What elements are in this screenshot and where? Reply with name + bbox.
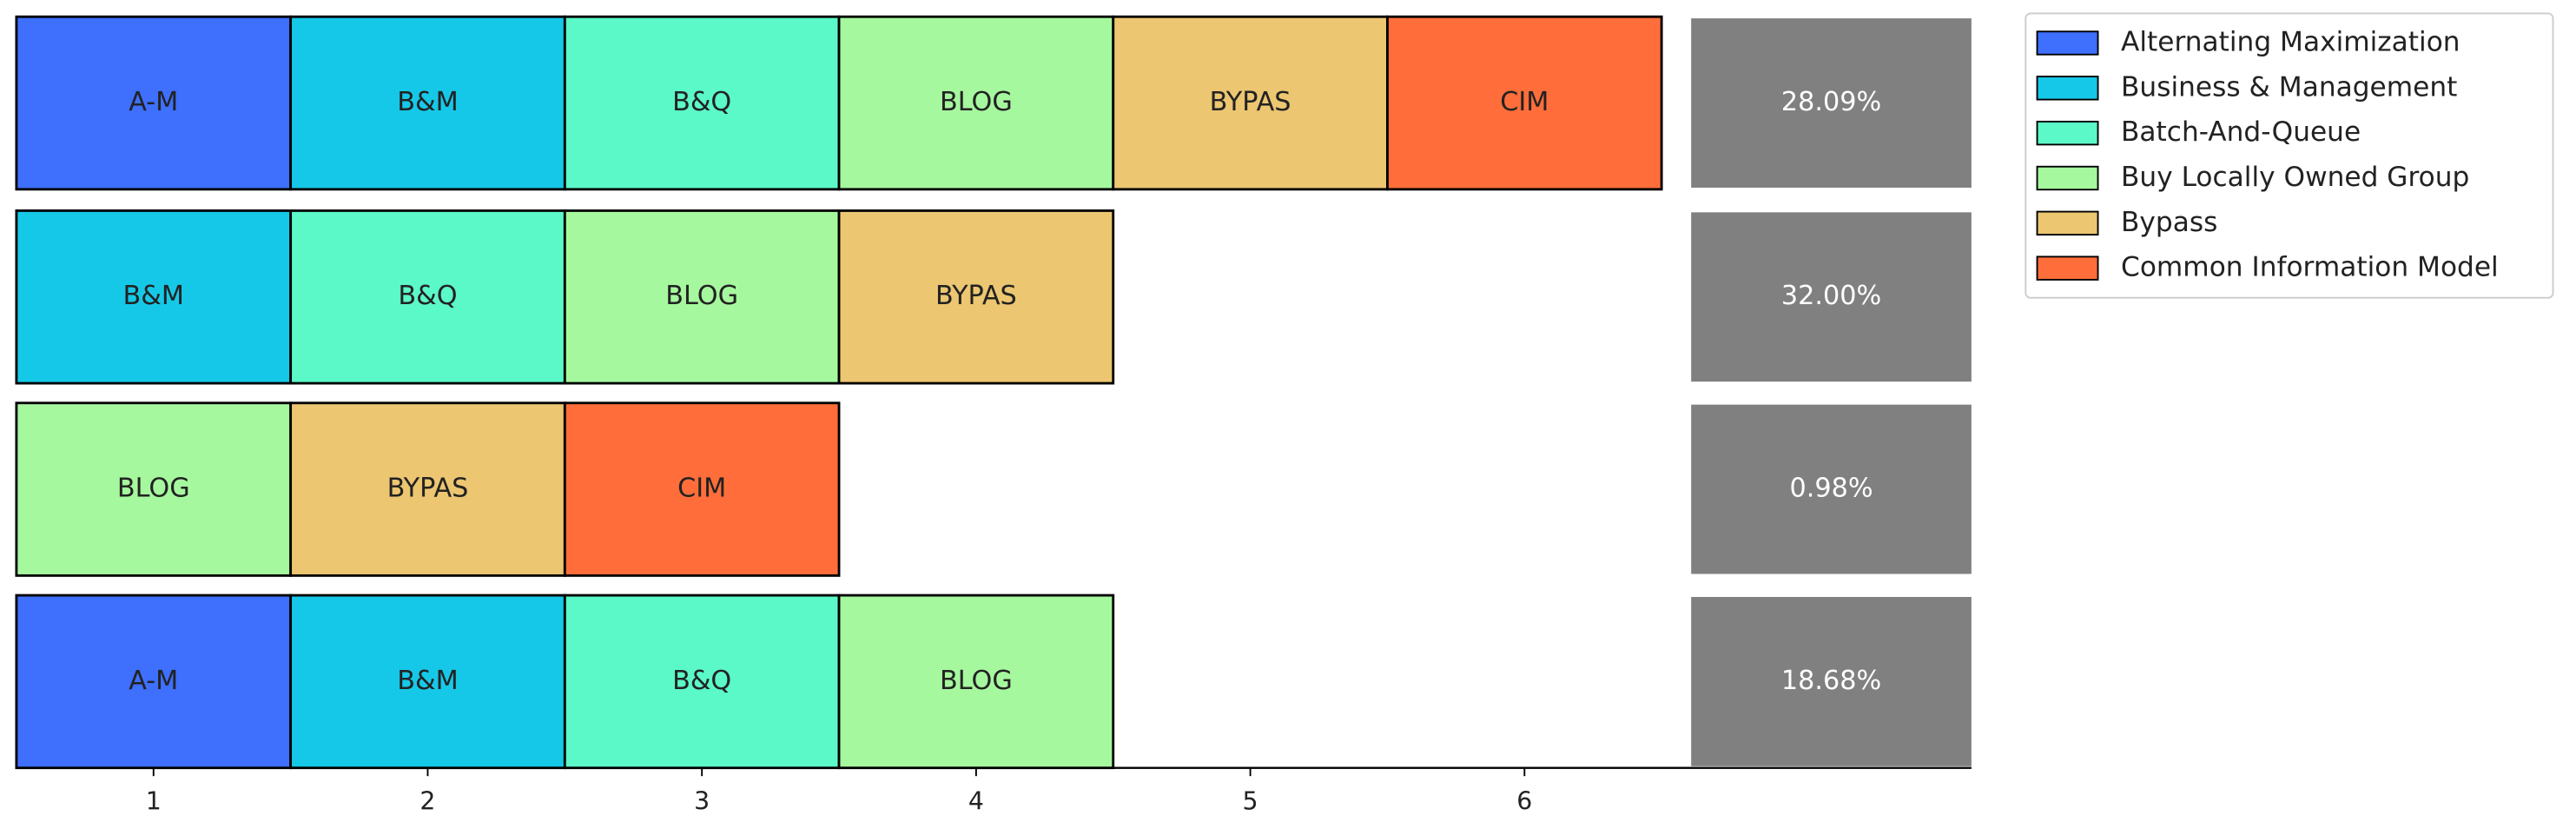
percentage-box xyxy=(1691,18,1972,188)
tile-label: BLOG xyxy=(665,281,738,311)
percentage-label: 0.98% xyxy=(1789,474,1873,504)
percentage-box xyxy=(1691,212,1972,382)
tile-label: B&M xyxy=(397,87,458,117)
tile-label: BYPAS xyxy=(1210,87,1291,117)
tile xyxy=(563,15,841,191)
tile-label: B&Q xyxy=(672,87,731,117)
tile-label: A-M xyxy=(129,666,178,696)
percentage-box xyxy=(1691,404,1972,574)
tile xyxy=(1386,15,1663,191)
legend-label: Buy Locally Owned Group xyxy=(2121,162,2469,193)
legend-swatch xyxy=(2036,210,2099,236)
legend-label: Batch-And-Queue xyxy=(2121,116,2361,148)
tile xyxy=(15,401,293,577)
tile-label: BLOG xyxy=(117,474,190,504)
percentage-box xyxy=(1691,596,1972,766)
tile-label: CIM xyxy=(1500,87,1549,117)
tile xyxy=(15,594,293,770)
tile-label: B&M xyxy=(397,666,458,696)
tile xyxy=(837,15,1115,191)
tile xyxy=(837,209,1115,385)
legend-label: Business & Management xyxy=(2121,71,2457,103)
tile xyxy=(289,15,566,191)
legend-swatch xyxy=(2036,30,2099,56)
tile-label: B&Q xyxy=(398,281,457,311)
tile xyxy=(15,209,293,385)
tile-label: BLOG xyxy=(940,87,1013,117)
x-tick-label: 3 xyxy=(694,786,710,815)
tile xyxy=(289,594,566,770)
tile xyxy=(1112,15,1389,191)
legend-label: Alternating Maximization xyxy=(2121,27,2460,58)
tile xyxy=(15,15,293,191)
tile-label: BYPAS xyxy=(935,281,1017,311)
x-tick-label: 1 xyxy=(146,786,162,815)
tile-label: BLOG xyxy=(940,666,1013,696)
tile-label: B&M xyxy=(123,281,184,311)
x-tick-label: 6 xyxy=(1516,786,1532,815)
x-tick-label: 5 xyxy=(1243,786,1258,815)
x-tick-label: 4 xyxy=(968,786,984,815)
tile-label: CIM xyxy=(677,474,726,504)
tile xyxy=(837,594,1115,770)
tile-label: BYPAS xyxy=(387,474,469,504)
tile-label: B&Q xyxy=(672,666,731,696)
legend-swatch xyxy=(2036,120,2099,146)
percentage-label: 28.09% xyxy=(1781,87,1881,117)
legend-swatch xyxy=(2036,255,2099,281)
tile xyxy=(289,401,566,577)
tile xyxy=(563,594,841,770)
x-tick-label: 2 xyxy=(419,786,435,815)
tile-label: A-M xyxy=(129,87,178,117)
tile xyxy=(563,401,841,577)
legend-swatch xyxy=(2036,76,2099,101)
tile xyxy=(289,209,566,385)
legend-box xyxy=(2024,12,2554,299)
percentage-label: 32.00% xyxy=(1781,281,1881,311)
legend-label: Bypass xyxy=(2121,207,2217,238)
legend-label: Common Information Model xyxy=(2121,252,2499,283)
percentage-label: 18.68% xyxy=(1781,666,1881,696)
legend-swatch xyxy=(2036,165,2099,191)
tile xyxy=(563,209,841,385)
